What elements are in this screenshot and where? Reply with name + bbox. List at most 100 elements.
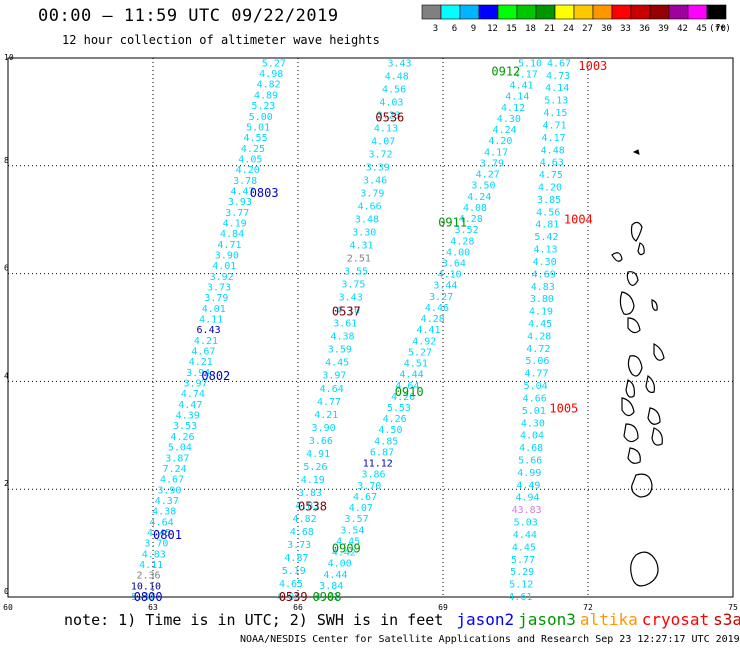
wave-height-value: 4.61: [508, 592, 532, 603]
wave-height-value: 4.27: [476, 170, 500, 181]
wave-height-value: 4.17: [484, 147, 508, 158]
wave-height-value: 4.41: [509, 81, 533, 92]
wave-height-value: 4.71: [217, 240, 241, 251]
wave-height-value: 4.04: [520, 431, 544, 442]
wave-height-value: 3.46: [363, 176, 387, 187]
wave-height-value: 4.26: [383, 414, 407, 425]
island-outline: [627, 355, 643, 377]
legend-swatch: [611, 4, 632, 20]
wave-height-value: 3.30: [352, 228, 376, 239]
wave-height-value: 4.73: [546, 71, 570, 82]
wave-height-value: 4.82: [257, 80, 281, 91]
wave-height-value: 5.00: [249, 112, 273, 123]
pass-time-label: 0538: [298, 499, 327, 513]
wave-height-value: 4.12: [501, 103, 525, 114]
wave-height-value: 3.48: [355, 215, 379, 226]
legend-swatch: [421, 4, 442, 20]
legend-label: 39: [658, 24, 669, 34]
wave-height-value: 5.29: [510, 567, 534, 578]
legend-label: 36: [639, 24, 650, 34]
wave-height-value: 10.10: [131, 581, 161, 592]
wave-height-value: 3.75: [341, 280, 365, 291]
wave-height-value: 4.19: [223, 218, 247, 229]
x-tick-label: 66: [293, 603, 303, 612]
pass-time-label: 0539: [279, 590, 308, 604]
y-tick-label: 8: [4, 156, 9, 165]
y-tick-label: 6: [4, 264, 9, 273]
island-outline: [631, 473, 653, 498]
wave-height-value: 4.06: [276, 592, 300, 603]
island-outline: [632, 149, 640, 155]
wave-height-value: 4.07: [349, 503, 373, 514]
wave-height-value: 4.64: [320, 384, 344, 395]
island-outline: [621, 397, 635, 417]
mission-jason3: jason3: [518, 610, 576, 629]
pass-time-label: 1004: [564, 213, 593, 227]
pass-time-label: 1003: [578, 59, 607, 73]
wave-height-value: 5.12: [509, 580, 533, 591]
y-tick-label: 10: [4, 53, 14, 62]
island-outline: [627, 447, 641, 464]
footnote-text: note: 1) Time is in UTC; 2) SWH is in fe…: [64, 611, 444, 629]
wave-height-value: 4.48: [385, 71, 409, 82]
track-b: 3.43 4.48 4.56 4.03 3.23 4.13 4.07 3.72 3.39 3.46…: [276, 58, 411, 603]
wave-height-value: 3.73: [287, 540, 311, 551]
wave-height-value: 4.51: [404, 359, 428, 370]
wave-height-value: 4.44: [400, 370, 424, 381]
island-outline: [653, 343, 665, 361]
wave-height-value: 3.39: [366, 163, 390, 174]
wave-height-value: 4.14: [545, 83, 569, 94]
wave-height-value: 5.42: [534, 232, 558, 243]
graticule: [8, 58, 733, 597]
wave-height-value: 4.26: [391, 392, 415, 403]
wave-height-value: 4.47: [230, 186, 254, 197]
wave-height-value: 3.57: [345, 514, 369, 525]
wave-height-value: 4.08: [463, 203, 487, 214]
pass-time-label: 0909: [332, 541, 361, 555]
island-outline: [651, 299, 658, 311]
wave-height-value: 4.17: [542, 133, 566, 144]
wave-height-value: 3.23: [377, 110, 401, 121]
page-title: 00:00 – 11:59 UTC 09/22/2019: [38, 6, 339, 26]
wave-height-value: 4.85: [374, 436, 398, 447]
legend-label: 15: [506, 24, 517, 34]
wave-height-value: 3.93: [228, 197, 252, 208]
wave-height-value: 4.99: [517, 468, 541, 479]
wave-height-value: 4.64: [150, 517, 174, 528]
x-tick-label: 75: [728, 603, 738, 612]
legend-label: 70: [715, 24, 726, 34]
pass-time-label: 0908: [313, 590, 342, 604]
wave-height-value: 4.98: [259, 69, 283, 80]
wave-height-value: 3.84: [319, 581, 343, 592]
wave-height-value: 4.46: [425, 303, 449, 314]
legend-label: 30: [601, 24, 612, 34]
wave-height-value: 3.70: [144, 539, 168, 550]
wave-height-value: 4.11: [139, 560, 163, 571]
wave-height-value: 4.83: [531, 282, 555, 293]
wave-height-value: 4.68: [290, 527, 314, 538]
island-outline: [611, 252, 623, 262]
wave-height-value: 5.10: [518, 58, 542, 69]
y-tick-label: 0: [4, 587, 9, 596]
wave-height-value: 4.30: [521, 418, 545, 429]
wave-height-value: 4.28: [527, 331, 551, 342]
legend-swatch: [516, 4, 537, 20]
mission-legend: jason2 jason3 altika cryosat s3a: [452, 610, 740, 629]
wave-height-value: 5.26: [303, 462, 327, 473]
wave-height-value: 4.55: [244, 133, 268, 144]
island-outline: [647, 407, 661, 425]
legend-label: 18: [525, 24, 536, 34]
wave-height-value: 4.66: [523, 393, 547, 404]
wave-height-value: 4.84: [220, 229, 244, 240]
y-tick-label: 2: [4, 479, 9, 488]
mission-s3a: s3a: [713, 610, 740, 629]
wave-height-value: 4.31: [349, 241, 373, 252]
wave-height-value: 4.68: [519, 443, 543, 454]
wave-height-value: 5.27: [262, 58, 286, 69]
wave-height-value: 4.75: [539, 170, 563, 181]
legend-label: 9: [471, 24, 476, 34]
pass-time-label: 1005: [549, 401, 578, 415]
legend-swatch: [649, 4, 670, 20]
wave-height-value: 3.73: [207, 283, 231, 294]
